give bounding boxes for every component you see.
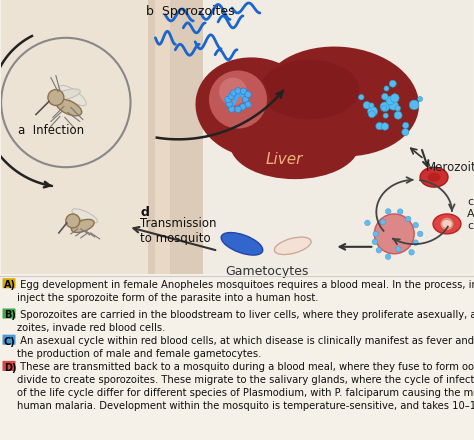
Ellipse shape	[59, 85, 86, 106]
Ellipse shape	[433, 214, 461, 234]
Circle shape	[363, 102, 371, 109]
Circle shape	[381, 123, 389, 130]
Circle shape	[418, 231, 423, 237]
Text: d: d	[140, 206, 149, 219]
Circle shape	[230, 90, 237, 96]
Text: Transmission
to mosquito: Transmission to mosquito	[140, 217, 217, 245]
Circle shape	[395, 246, 401, 252]
Circle shape	[368, 111, 375, 117]
Text: c
Asexual
cycle: c Asexual cycle	[467, 198, 474, 231]
Circle shape	[397, 209, 403, 214]
Circle shape	[225, 96, 231, 103]
Circle shape	[373, 231, 379, 237]
Circle shape	[240, 103, 246, 110]
Text: A): A)	[4, 280, 16, 290]
Ellipse shape	[260, 47, 419, 157]
Circle shape	[372, 239, 378, 245]
Circle shape	[219, 77, 247, 106]
Circle shape	[66, 214, 80, 228]
FancyBboxPatch shape	[2, 308, 16, 319]
Ellipse shape	[221, 233, 263, 255]
Circle shape	[240, 88, 246, 95]
Text: B): B)	[4, 311, 16, 320]
Circle shape	[409, 100, 419, 110]
Circle shape	[245, 101, 251, 108]
Text: Merozoites: Merozoites	[426, 161, 474, 174]
Circle shape	[402, 128, 409, 136]
Circle shape	[376, 247, 382, 253]
Circle shape	[208, 70, 268, 129]
FancyBboxPatch shape	[2, 278, 16, 288]
Ellipse shape	[274, 237, 311, 254]
Circle shape	[395, 106, 401, 111]
Circle shape	[385, 254, 391, 260]
Circle shape	[383, 113, 388, 118]
Circle shape	[382, 93, 388, 100]
Circle shape	[409, 249, 414, 255]
Text: Sporozoites are carried in the bloodstream to liver cells, where they proliferat: Sporozoites are carried in the bloodstre…	[17, 310, 474, 333]
Circle shape	[389, 100, 398, 110]
Circle shape	[367, 106, 377, 117]
Ellipse shape	[53, 89, 80, 100]
Ellipse shape	[220, 82, 270, 117]
Circle shape	[386, 96, 395, 105]
Circle shape	[389, 80, 396, 87]
Text: Egg development in female Anopheles mosquitoes requires a blood meal. In the pro: Egg development in female Anopheles mosq…	[17, 280, 474, 303]
Circle shape	[384, 86, 389, 91]
Text: D): D)	[4, 363, 17, 373]
Circle shape	[226, 101, 232, 107]
Circle shape	[413, 222, 419, 228]
Ellipse shape	[260, 60, 359, 119]
Text: An asexual cycle within red blood cells, at which disease is clinically manifest: An asexual cycle within red blood cells,…	[17, 336, 474, 359]
Ellipse shape	[195, 57, 314, 158]
Text: Liver: Liver	[266, 152, 303, 167]
Circle shape	[376, 122, 383, 130]
Circle shape	[235, 106, 241, 113]
Bar	[1, 0, 175, 274]
Ellipse shape	[56, 99, 82, 116]
Text: C): C)	[4, 337, 16, 347]
Circle shape	[380, 219, 386, 225]
Ellipse shape	[230, 110, 359, 179]
Circle shape	[365, 220, 370, 226]
Text: These are transmitted back to a mosquito during a blood meal, where they fuse to: These are transmitted back to a mosquito…	[17, 363, 474, 411]
Ellipse shape	[441, 220, 453, 228]
Text: b  Sporozoites: b Sporozoites	[146, 5, 235, 18]
FancyBboxPatch shape	[2, 361, 16, 371]
Ellipse shape	[72, 209, 98, 223]
Circle shape	[385, 209, 391, 214]
Text: a  Infection: a Infection	[18, 125, 84, 137]
Circle shape	[402, 122, 409, 128]
Bar	[155, 0, 170, 274]
Circle shape	[228, 106, 235, 112]
Circle shape	[358, 95, 364, 100]
Circle shape	[242, 96, 249, 103]
Circle shape	[48, 90, 64, 106]
Circle shape	[413, 240, 419, 246]
Circle shape	[369, 103, 374, 108]
FancyBboxPatch shape	[2, 335, 16, 345]
Circle shape	[394, 111, 402, 119]
Circle shape	[245, 91, 251, 98]
Circle shape	[374, 214, 414, 254]
Circle shape	[405, 216, 411, 222]
Circle shape	[418, 96, 423, 102]
Bar	[148, 0, 203, 274]
Ellipse shape	[420, 167, 448, 187]
Circle shape	[391, 94, 399, 103]
Ellipse shape	[72, 220, 94, 232]
Circle shape	[235, 88, 241, 94]
Circle shape	[382, 106, 387, 111]
Ellipse shape	[428, 172, 440, 182]
Circle shape	[228, 93, 235, 99]
Circle shape	[380, 102, 390, 112]
Text: Gametocytes: Gametocytes	[225, 265, 309, 278]
